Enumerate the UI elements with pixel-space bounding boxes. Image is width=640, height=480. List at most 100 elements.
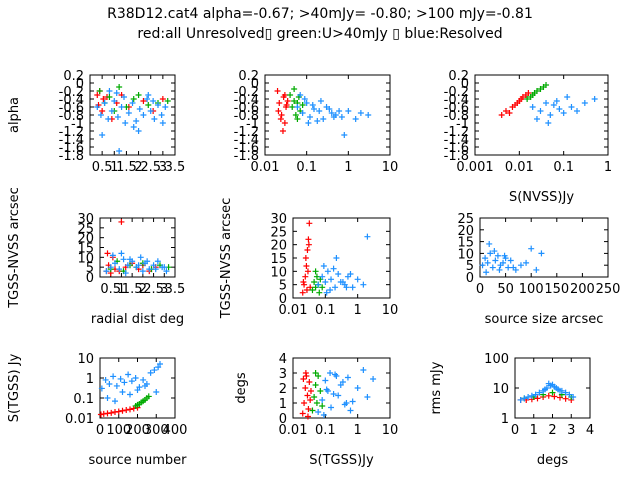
panel-8-point-red <box>299 410 306 417</box>
panel-3-point-blue <box>574 108 581 114</box>
panel-7-point-blue <box>151 367 158 374</box>
panel-8-point-blue <box>320 412 327 418</box>
panel-2-ytick-label: -1 <box>246 117 259 132</box>
panel-7-ytick-label: 0.01 <box>65 412 94 427</box>
panel-4-point-red <box>104 250 111 257</box>
panel-5-point-red <box>303 287 310 293</box>
panel-1-point-red <box>159 96 166 102</box>
panel-6-point-blue <box>523 259 530 266</box>
panel-1-point-green <box>130 96 137 102</box>
panel-2-point-blue <box>316 108 323 114</box>
panel-9-point-blue <box>525 394 532 401</box>
panel-5-point-blue <box>330 265 337 272</box>
panel-1-point-blue <box>108 108 115 114</box>
panel-9-xtick-label: 2 <box>548 423 556 438</box>
panel-3-ytick-label: -0.8 <box>444 109 469 124</box>
panel-1-point-blue <box>151 116 158 122</box>
panel-9-xtick-label: 3 <box>567 423 575 438</box>
panel-3-point-blue <box>533 116 540 122</box>
panel-5-xtick-label: 0.1 <box>315 303 336 318</box>
panel-9-point-red <box>551 393 558 400</box>
panel-5-point-blue <box>364 233 371 240</box>
panel-3-point-blue <box>591 96 598 102</box>
panel-9-ytick-label: 100 <box>484 352 509 367</box>
chart-title-line2: red:all Unresolved▯ green:U>40mJy ▯ blue… <box>137 26 503 42</box>
panel-7-point-red <box>127 406 133 413</box>
panel-7-point-blue <box>153 388 160 395</box>
panel-2-point-red <box>276 100 283 106</box>
panel-4-point-blue <box>146 266 153 273</box>
panel-1-point-blue <box>113 90 120 96</box>
panel-5-point-green <box>309 287 316 293</box>
panel-7-point-blue <box>125 371 132 378</box>
panel-7-point-blue <box>128 378 135 385</box>
panel-5-point-blue <box>349 284 356 291</box>
panel-1-point-blue <box>145 92 152 98</box>
panel-1-ytick-label: 0.2 <box>63 69 84 84</box>
panel-4-point-blue <box>109 252 116 259</box>
panel-7-point-blue <box>140 376 147 383</box>
panel-2-point-blue <box>320 116 327 122</box>
panel-8-point-blue <box>354 385 361 391</box>
panel-8-point-blue <box>360 367 367 373</box>
panel-8-xlabel: S(TGSS)Jy <box>309 453 374 468</box>
panel-3-xtick-label: 1 <box>604 160 612 175</box>
panel-1-xtick-label: 3.5 <box>165 160 186 175</box>
panel-7-xtick-label: 200 <box>125 423 150 438</box>
panel-2-point-blue <box>297 92 304 98</box>
panel-2-point-blue <box>338 114 345 120</box>
panel-2-point-green <box>291 98 298 104</box>
panel-2-xtick-label: 0.01 <box>251 160 280 175</box>
panel-5-point-red <box>304 247 311 253</box>
panel-3-point-blue <box>553 98 560 104</box>
panel-1-point-blue <box>121 94 127 100</box>
panel-5-point-blue <box>324 268 331 275</box>
panel-2-point-red <box>283 102 290 108</box>
panel-6-point-blue <box>528 245 535 252</box>
panel-5-point-blue <box>339 279 346 285</box>
panel-9-ylabel: rms mJy <box>429 361 444 414</box>
panel-4-point-blue <box>120 256 127 263</box>
panel-1-point-red <box>99 108 106 114</box>
panel-1-ytick-label: -1.4 <box>59 133 84 148</box>
panel-8-point-blue <box>322 377 329 384</box>
panel-3-xtick-label: 0.01 <box>505 160 534 175</box>
panel-4-ytick-label: 0 <box>86 271 94 286</box>
panel-5-point-blue <box>360 281 367 288</box>
panel-3-point-green <box>524 96 531 102</box>
panel-8-xtick-label: 0.1 <box>315 423 336 438</box>
panel-2-ytick-label: -1.6 <box>234 141 259 156</box>
panel-6-point-blue <box>484 259 491 266</box>
panel-8-point-red <box>305 406 312 412</box>
panel-8-point-blue <box>327 370 334 376</box>
panel-9-point-blue <box>562 389 569 396</box>
panel-4-point-blue <box>112 260 118 267</box>
panel-9-point-red <box>545 392 552 399</box>
panel-4-point-blue <box>135 262 142 269</box>
panel-7-point-red <box>123 407 130 414</box>
panel-1-point-blue <box>140 112 147 118</box>
panel-7-point-red <box>115 408 122 415</box>
panel-4-xtick-label: 3 <box>160 282 168 297</box>
panel-1-point-blue <box>94 104 101 110</box>
panel-9-point-blue <box>557 387 563 394</box>
panel-5-ytick-label: 15 <box>270 252 287 267</box>
panel-2-point-green <box>292 112 299 118</box>
panel-2-point-green <box>299 102 306 108</box>
panel-9-point-blue <box>528 392 535 399</box>
panel-1-point-blue <box>101 100 108 106</box>
panel-5-point-blue <box>335 271 342 277</box>
panel-3-ytick-label: -1.6 <box>444 141 469 156</box>
panel-1-ytick-label: 0 <box>76 77 84 92</box>
panel-5-point-blue <box>343 284 350 291</box>
panel-1-point-blue <box>114 114 121 120</box>
panel-1-ytick-label: -0.2 <box>59 85 84 100</box>
panel-7-xtick-label: 0 <box>96 423 104 438</box>
panel-4-ytick-label: 20 <box>77 232 94 247</box>
panel-5-xtick-label: 0.01 <box>279 303 308 318</box>
panel-8-point-green <box>309 407 316 414</box>
panel-1-point-blue <box>144 96 151 102</box>
panel-6-ytick-label: 15 <box>457 236 474 251</box>
panel-6-point-blue <box>483 269 490 276</box>
panel-8-point-red <box>307 388 314 394</box>
